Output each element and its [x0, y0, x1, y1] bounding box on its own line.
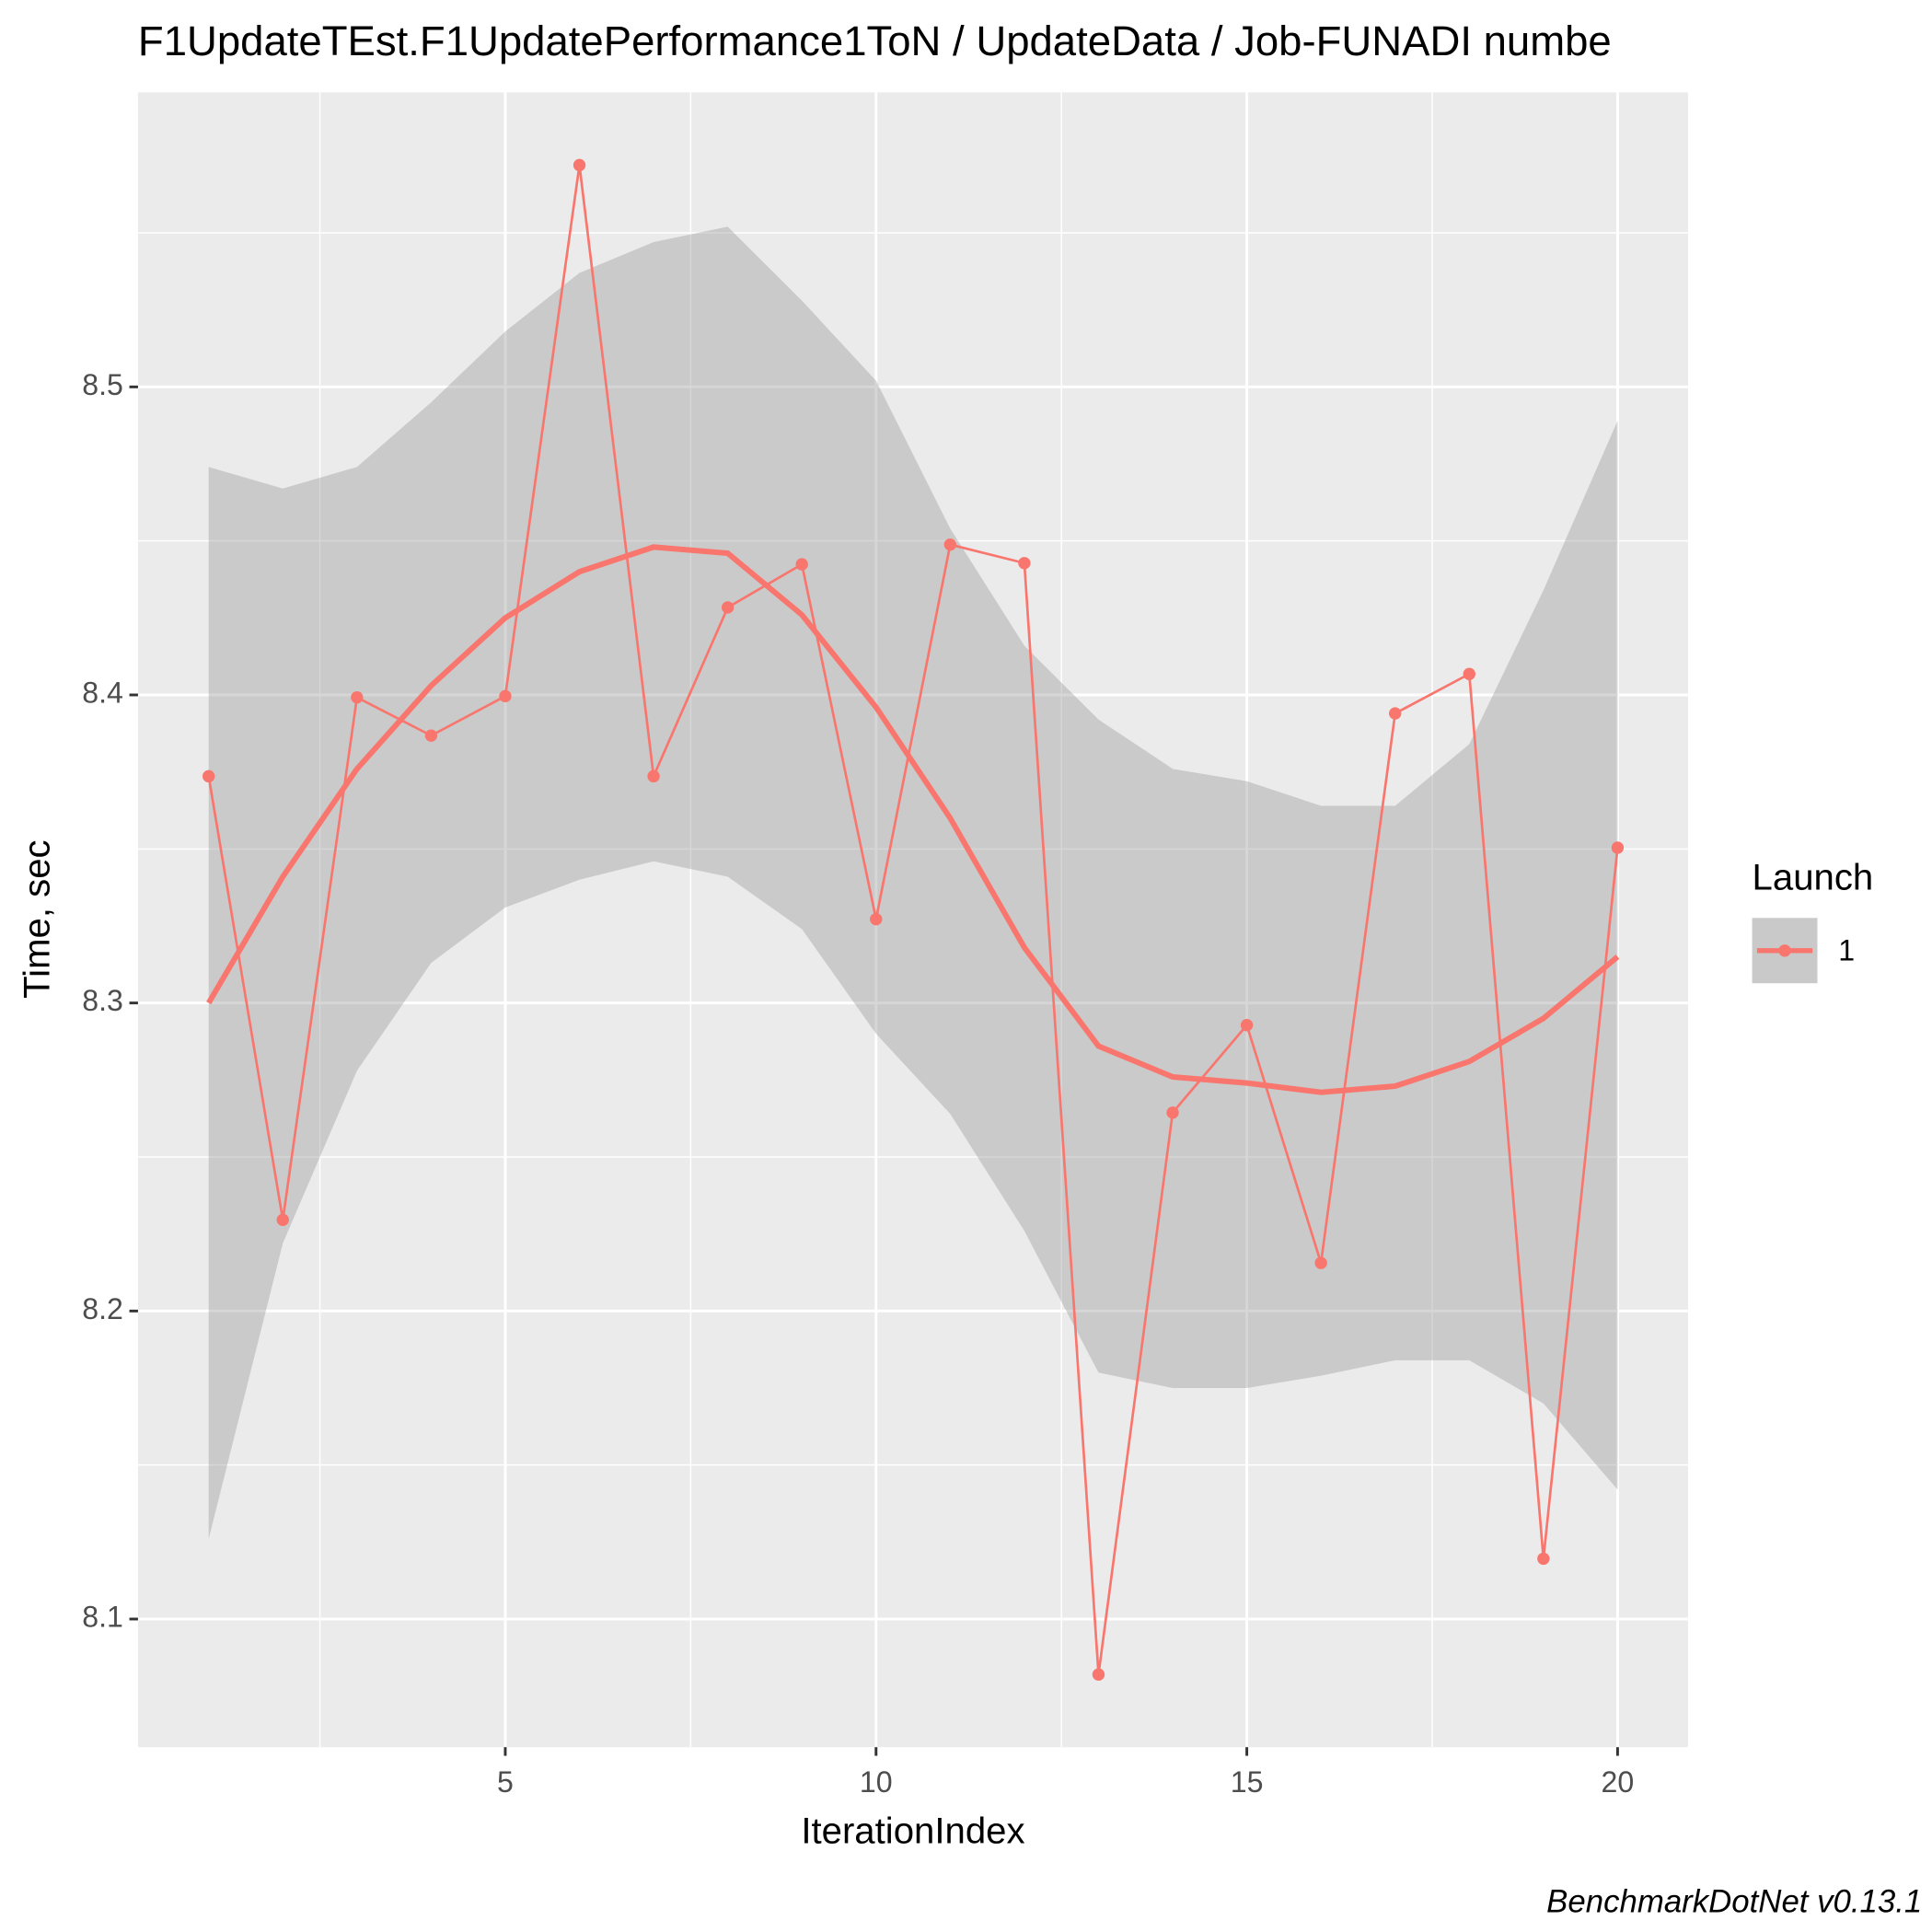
point: [499, 689, 512, 703]
y-tick-label: 8.3: [82, 984, 123, 1017]
confidence-band: [208, 226, 1618, 1539]
point: [1240, 1019, 1254, 1032]
point: [943, 538, 957, 551]
panel: [137, 92, 1688, 1748]
point: [870, 912, 883, 926]
x-tick-label: 10: [860, 1765, 893, 1799]
point: [1166, 1106, 1179, 1119]
grid: [137, 92, 1688, 1748]
point: [1611, 841, 1625, 854]
point: [424, 729, 438, 742]
x-tick-label: 5: [497, 1765, 514, 1799]
x-axis-label: IterationIndex: [801, 1811, 1024, 1852]
point: [795, 558, 808, 571]
point: [1018, 557, 1031, 570]
legend-title: Launch: [1753, 856, 1874, 897]
point: [276, 1213, 289, 1226]
smooth-line: [206, 544, 1620, 1095]
point: [1463, 667, 1475, 680]
point: [647, 769, 660, 783]
legend: Launch 1: [1752, 856, 1874, 984]
point: [1389, 707, 1402, 720]
y-axis-label: Time, sec: [16, 839, 57, 998]
legend-point: [1778, 944, 1791, 957]
marks: [202, 158, 1625, 1681]
y-tick-label: 8.2: [82, 1292, 123, 1325]
point: [1314, 1256, 1327, 1269]
y-tick-label: 8.4: [82, 676, 123, 709]
point: [1537, 1552, 1550, 1566]
point: [573, 158, 586, 172]
point: [351, 690, 364, 704]
y-tick-label: 8.5: [82, 368, 123, 401]
axes: 8.1 8.2 8.3 8.4 8.5 5 10 15 20: [82, 368, 1634, 1799]
point: [1092, 1668, 1105, 1681]
x-tick-label: 15: [1231, 1765, 1264, 1799]
chart-title: F1UpdateTEst.F1UpdatePerformance1ToN / U…: [138, 17, 1612, 64]
x-tick-label: 20: [1602, 1765, 1635, 1799]
series-line: [207, 165, 1619, 1675]
legend-label: 1: [1838, 933, 1855, 966]
point: [721, 601, 735, 614]
y-tick-label: 8.1: [82, 1600, 123, 1633]
caption: BenchmarkDotNet v0.13.1: [1546, 1883, 1922, 1919]
point: [202, 769, 215, 783]
